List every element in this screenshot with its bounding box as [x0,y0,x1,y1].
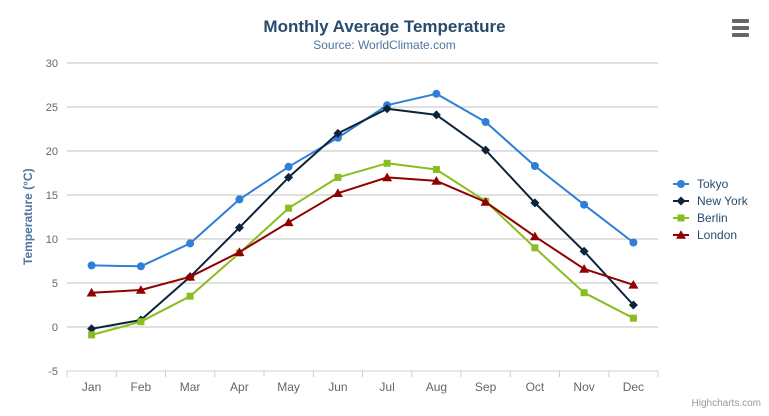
point-london-jul[interactable] [382,172,393,182]
point-new-york-jul[interactable] [382,104,392,114]
legend-label: London [697,227,738,242]
y-axis-label: 5 [52,278,58,290]
point-berlin-jul[interactable] [383,159,391,167]
point-tokyo-nov[interactable] [580,200,589,209]
point-london-feb[interactable] [135,285,146,294]
hamburger-icon [732,26,749,30]
legend-item-london[interactable]: London [672,226,748,243]
point-new-york-jan[interactable] [87,324,97,334]
point-berlin-aug[interactable] [432,166,440,173]
point-london-apr[interactable] [234,247,245,256]
point-berlin-dec[interactable] [629,314,637,322]
y-axis-label: 15 [46,190,58,202]
point-tokyo-sep[interactable] [481,118,490,126]
point-london-mar[interactable] [185,272,196,281]
point-berlin-may[interactable] [285,204,293,212]
context-menu-button[interactable] [732,19,752,37]
chart-subtitle: Source: WorldClimate.com [313,38,456,52]
x-axis-label: Apr [230,380,249,394]
x-axis-label: Feb [131,380,152,394]
legend-circle-icon [673,179,689,188]
point-new-york-may[interactable] [284,172,294,182]
point-new-york-jun[interactable] [333,128,343,138]
legend-item-berlin[interactable]: Berlin [672,209,748,226]
point-london-nov[interactable] [579,264,590,273]
series-line-tokyo [90,92,635,268]
hamburger-icon [732,33,749,37]
legend-item-tokyo[interactable]: Tokyo [672,175,748,192]
x-axis-label: May [277,380,300,394]
point-tokyo-jan[interactable] [87,261,96,270]
series-line-new-york [90,107,635,330]
y-axis-label: 30 [46,58,58,70]
point-tokyo-may[interactable] [284,162,293,171]
point-berlin-oct[interactable] [531,244,539,252]
point-london-jun[interactable] [332,188,343,197]
x-axis-label: Dec [623,380,644,394]
legend-label: New York [697,193,748,208]
point-berlin-nov[interactable] [580,289,588,297]
x-axis-label: Sep [475,380,497,394]
point-tokyo-apr[interactable] [235,195,244,204]
x-axis-label: Oct [526,380,545,394]
hamburger-icon [732,19,749,23]
point-tokyo-feb[interactable] [136,262,145,271]
point-tokyo-aug[interactable] [432,89,441,98]
x-axis-label: Nov [573,380,594,394]
point-new-york-nov[interactable] [579,246,589,256]
point-london-dec[interactable] [628,280,639,289]
y-axis-label: 25 [46,102,58,114]
point-berlin-feb[interactable] [137,318,145,326]
x-axis-label: Jan [82,380,101,394]
point-new-york-apr[interactable] [234,223,244,233]
point-london-sep[interactable] [480,197,491,206]
point-new-york-oct[interactable] [530,198,540,208]
y-axis-label: 0 [52,322,58,334]
point-tokyo-oct[interactable] [530,162,539,170]
legend-label: Berlin [697,210,728,225]
x-axis-label: Jun [328,380,347,394]
chart-title: Monthly Average Temperature [263,17,506,36]
x-axis-label: Mar [180,380,201,394]
point-new-york-aug[interactable] [431,110,441,120]
point-berlin-jan[interactable] [88,331,96,339]
legend-diamond-icon [673,196,689,205]
point-london-oct[interactable] [529,231,540,241]
y-axis-label: -5 [48,366,58,378]
series-line-berlin [90,162,635,336]
legend-square-icon [673,214,689,221]
point-tokyo-dec[interactable] [629,238,638,247]
x-axis-label: Aug [426,380,447,394]
y-axis-label: 20 [46,146,58,158]
legend-item-new-york[interactable]: New York [672,192,748,209]
point-new-york-sep[interactable] [481,145,491,155]
point-london-may[interactable] [283,217,294,227]
legend-triangle-icon [673,229,689,239]
legend-label: Tokyo [697,176,729,191]
y-axis-label: 10 [46,234,58,246]
point-new-york-dec[interactable] [628,300,638,310]
credits-link[interactable]: Highcharts.com [691,398,761,409]
legend: Tokyo New York Berlin London [672,175,748,243]
point-london-aug[interactable] [431,176,442,185]
point-berlin-mar[interactable] [186,292,194,300]
point-london-jan[interactable] [86,287,97,297]
point-tokyo-mar[interactable] [186,239,195,248]
series-line-london [90,176,635,294]
point-berlin-jun[interactable] [334,173,342,181]
x-axis-label: Jul [379,380,394,394]
